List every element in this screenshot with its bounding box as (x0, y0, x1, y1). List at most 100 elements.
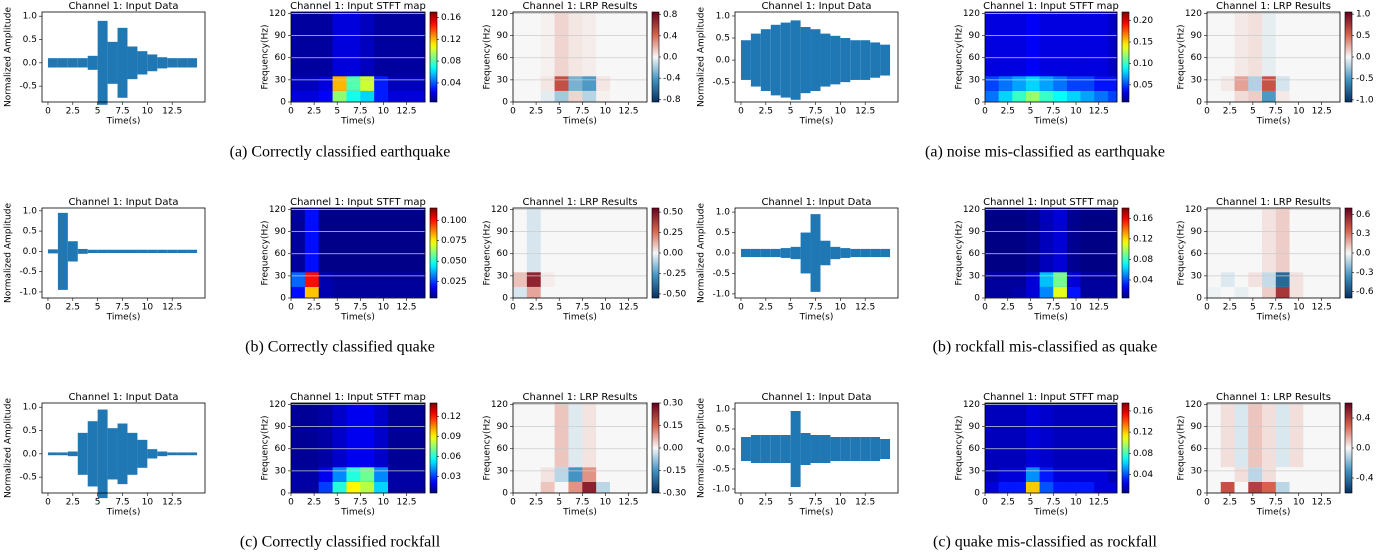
heatmap-cell (637, 12, 648, 77)
heatmap-cell (291, 286, 306, 298)
heatmap-cell (374, 90, 389, 102)
heatmap-cell (374, 403, 389, 468)
amplitude-envelope (137, 51, 148, 75)
y-tick-label: 120 (269, 205, 286, 215)
y-tick-label: 90 (497, 422, 509, 432)
heatmap-cell (1275, 403, 1290, 468)
heatmap-cell (304, 286, 320, 298)
x-tick-label: 5 (1250, 303, 1256, 313)
heatmap-cell (1303, 90, 1318, 102)
colorbar-tick-label: -0.8 (663, 95, 681, 105)
colorbar-tick-label: 0.0 (1356, 249, 1371, 259)
colorbar-tick-label: 0.30 (663, 399, 683, 409)
heatmap-cell (1303, 12, 1318, 77)
heatmap-cell (332, 286, 347, 298)
heatmap-cell (291, 208, 306, 273)
x-tick-label: 2.5 (1001, 303, 1015, 313)
amplitude-envelope (157, 249, 168, 253)
heatmap-cell (318, 481, 333, 493)
heatmap-cell (1107, 467, 1118, 482)
heatmap-cell (1262, 208, 1277, 273)
x-tick-label: 7.5 (1269, 498, 1283, 508)
heatmap-cell (1094, 76, 1109, 91)
y-tick-label: 30 (1191, 271, 1203, 281)
y-tick-label: 120 (269, 9, 286, 19)
subplot: Channel 1: Input STFT map 0.03 0.06 0.09 0.1… (261, 392, 462, 518)
x-tick-label: 12.5 (1312, 303, 1332, 313)
heatmap-cell (998, 481, 1013, 493)
axes-frame (984, 402, 1118, 494)
heatmap-cell (388, 208, 403, 273)
heatmap-cell (1066, 467, 1081, 482)
x-tick-label: 2.5 (759, 498, 773, 508)
amplitude-envelope (750, 435, 761, 463)
heatmap-cell (388, 12, 403, 77)
heatmap-cell (291, 90, 306, 102)
heatmap-cell (513, 467, 528, 482)
y-tick-label: 90 (275, 422, 287, 432)
y-tick-label: 90 (275, 31, 287, 41)
amplitude-envelope (47, 249, 58, 254)
colorbar-tick-label: 1.0 (1356, 10, 1371, 20)
x-tick-label: 10 (1293, 107, 1305, 117)
amplitude-envelope (77, 58, 88, 68)
colorbar-tick-label: 0.100 (441, 216, 467, 226)
heatmap-cell (388, 403, 403, 468)
amplitude-envelope (820, 240, 831, 266)
y-axis-label: Normalized Amplitude (697, 7, 707, 107)
amplitude-envelope (860, 437, 871, 461)
heatmap-cell (388, 76, 403, 91)
x-tick-label: 12.5 (618, 107, 638, 117)
subplot-title: Channel 1: Input Data (761, 197, 871, 208)
heatmap-cell (1053, 272, 1068, 287)
x-tick-label: 0 (45, 303, 51, 313)
amplitude-envelope (780, 435, 791, 463)
heatmap-cell (1317, 272, 1332, 287)
x-tick-label: 12.5 (162, 303, 182, 313)
heatmap-cell (1330, 467, 1341, 482)
heatmap-cell (1330, 481, 1341, 493)
x-axis-label: Time(s) (340, 117, 375, 127)
colorbar-tick-label: 0.050 (441, 257, 467, 267)
amplitude-envelope (750, 33, 761, 87)
heatmap-cell (1289, 76, 1304, 91)
heatmap-cell (1039, 208, 1054, 273)
x-tick-label: 0 (1204, 498, 1210, 508)
heatmap-cell (346, 403, 361, 468)
heatmap-cell (540, 90, 555, 102)
amplitude-envelope (860, 40, 871, 80)
heatmap-cell (1248, 467, 1263, 482)
heatmap-cell (985, 272, 999, 287)
x-tick-label: 7.5 (808, 303, 822, 313)
y-tick-label: 120 (491, 400, 508, 410)
y-tick-label: 0 (974, 489, 980, 499)
heatmap-cell (1094, 467, 1109, 482)
y-tick-label: 90 (969, 31, 981, 41)
subplot: Channel 1: Input Data 0 2.5 5 7.5 10 12.5 -0.5 0… (4, 392, 206, 518)
amplitude-envelope (740, 437, 751, 461)
amplitude-envelope (820, 33, 831, 87)
heatmap-cell (1248, 403, 1263, 468)
colorbar-tick-label: 0.06 (441, 452, 461, 462)
colorbar-tick-label: 0.10 (1133, 59, 1153, 69)
x-tick-label: 5 (1028, 498, 1034, 508)
heatmap-cell (582, 272, 597, 287)
colorbar-tick-label: 0.04 (1133, 276, 1153, 286)
y-tick-label: 0 (1196, 98, 1202, 108)
heatmap-cell (304, 481, 320, 493)
heatmap-cell (1317, 76, 1332, 91)
heatmap-cell (513, 286, 528, 298)
heatmap-cell (637, 272, 648, 287)
heatmap-cell (1275, 467, 1290, 482)
axes-frame (41, 207, 206, 299)
amplitude-envelope (47, 452, 58, 456)
heatmap-cell (291, 12, 306, 77)
y-tick-label: 0 (1196, 489, 1202, 499)
caption: (c) quake mis-classified as rockfall (933, 534, 1157, 551)
subplot-title: Channel 1: Input STFT map (983, 197, 1119, 208)
heatmap-cell (1275, 286, 1290, 298)
heatmap-cell (998, 208, 1013, 273)
heatmap-cell (374, 272, 389, 287)
heatmap-cell (360, 12, 375, 77)
heatmap-cell (1262, 76, 1277, 91)
